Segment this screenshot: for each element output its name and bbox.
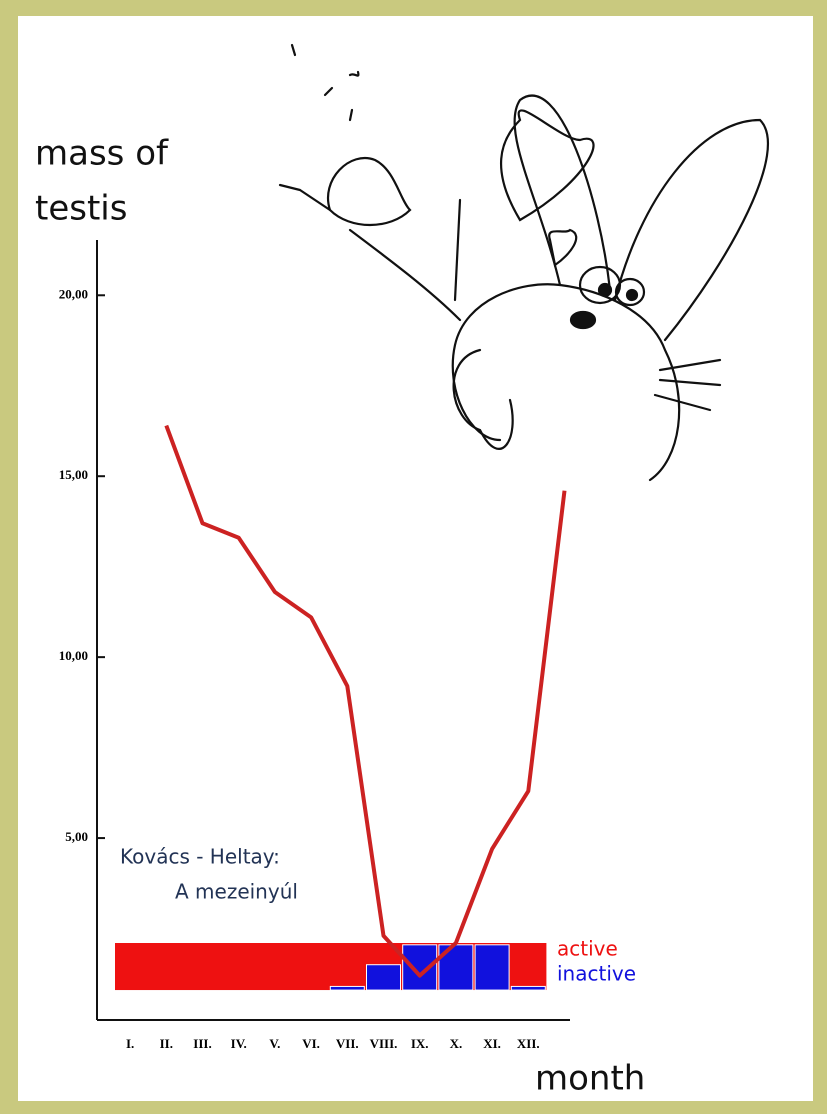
x-tick-label: II. — [160, 1036, 173, 1051]
y-tick-label: 20,00 — [59, 286, 88, 301]
x-tick-label: XI. — [483, 1036, 501, 1051]
x-tick-label: V. — [269, 1036, 280, 1051]
x-tick-label: VI. — [302, 1036, 320, 1051]
x-tick-label: VIII. — [370, 1036, 398, 1051]
x-tick-label: X. — [450, 1036, 463, 1051]
y-tick-label: 10,00 — [59, 648, 88, 663]
x-tick-label: III. — [193, 1036, 211, 1051]
x-axis-label: month — [535, 1059, 645, 1099]
annotation: Kovács - Heltay: — [120, 845, 280, 869]
y-tick-label: 15,00 — [59, 467, 88, 482]
x-tick-label: I. — [126, 1036, 134, 1051]
inactive-bar — [511, 986, 545, 990]
inactive-bar — [330, 986, 364, 990]
chart: mass of testis month Kovács - Heltay: A … — [0, 0, 827, 1114]
title-line: mass of — [35, 134, 169, 174]
legend-label: active — [557, 937, 618, 961]
x-tick-label: XII. — [517, 1036, 540, 1051]
canvas — [18, 16, 813, 1101]
inactive-bar — [367, 965, 401, 990]
x-tick-label: IV. — [231, 1036, 247, 1051]
inactive-bar — [475, 945, 509, 990]
y-tick-label: 5,00 — [65, 829, 88, 844]
title-line: testis — [35, 189, 127, 229]
x-tick-label: IX. — [411, 1036, 429, 1051]
legend-label: inactive — [557, 962, 636, 986]
annotation: A mezeinyúl — [175, 880, 298, 904]
x-tick-label: VII. — [336, 1036, 359, 1051]
